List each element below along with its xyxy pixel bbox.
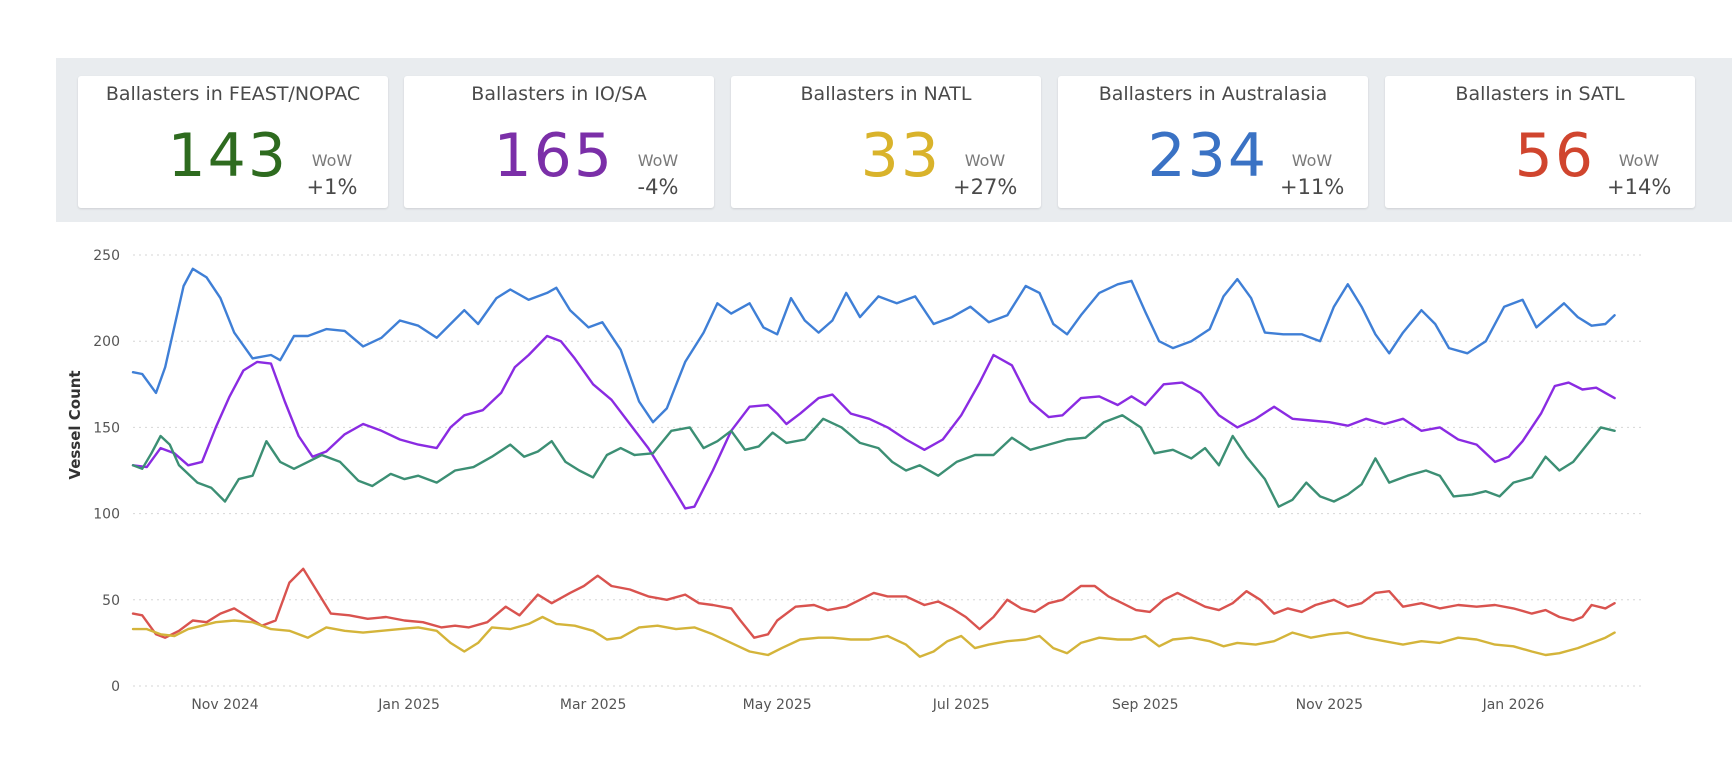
kpi-title: Ballasters in NATL xyxy=(800,83,972,105)
kpi-title: Ballasters in FEAST/NOPAC xyxy=(105,83,361,105)
x-tick-label: Sep 2025 xyxy=(1112,697,1178,713)
series-line-australasia[interactable] xyxy=(131,267,1616,424)
y-axis-ticks: 0 50 100 150 200 250 xyxy=(93,248,120,695)
kpi-value: 56 xyxy=(1514,121,1595,191)
kpi-value: 234 xyxy=(1147,121,1268,191)
y-axis-label: Vessel Count xyxy=(66,370,84,479)
y-tick-label: 100 xyxy=(93,507,120,523)
y-tick-label: 200 xyxy=(93,334,120,350)
x-tick-label: Nov 2024 xyxy=(191,697,258,713)
wow-label: WoW xyxy=(311,151,353,170)
kpi-value: 143 xyxy=(167,121,288,191)
kpi-title: Ballasters in Australasia xyxy=(1098,83,1328,105)
x-tick-label: Jul 2025 xyxy=(932,697,990,713)
kpi-title: Ballasters in SATL xyxy=(1455,83,1625,105)
wow-label: WoW xyxy=(1291,151,1333,170)
wow-label: WoW xyxy=(1618,151,1660,170)
wow-change: +1% xyxy=(306,175,358,199)
series-line-io-sa[interactable] xyxy=(131,334,1616,510)
kpi-card-satl[interactable]: Ballasters in SATL 56 WoW +14% xyxy=(1385,76,1695,208)
kpi-title: Ballasters in IO/SA xyxy=(471,83,647,105)
y-tick-label: 0 xyxy=(111,679,120,695)
series-line-feast-nopac[interactable] xyxy=(131,414,1616,508)
x-tick-label: Mar 2025 xyxy=(560,697,627,713)
gridlines xyxy=(133,254,1645,687)
kpi-card-australasia[interactable]: Ballasters in Australasia 234 WoW +11% xyxy=(1058,76,1368,208)
series-line-natl[interactable] xyxy=(131,615,1616,658)
y-tick-label: 250 xyxy=(93,248,120,264)
x-tick-label: May 2025 xyxy=(743,697,812,713)
x-tick-label: Jan 2025 xyxy=(377,697,440,713)
kpi-strip: Ballasters in FEAST/NOPAC 143 WoW +1% Ba… xyxy=(56,58,1732,222)
y-tick-label: 50 xyxy=(102,593,120,609)
wow-change: +11% xyxy=(1280,175,1345,199)
kpi-card-io-sa[interactable]: Ballasters in IO/SA 165 WoW -4% xyxy=(404,76,714,208)
wow-label: WoW xyxy=(637,151,679,170)
kpi-value: 33 xyxy=(860,121,941,191)
wow-change: +27% xyxy=(953,175,1018,199)
series-line-satl[interactable] xyxy=(131,567,1616,639)
y-tick-label: 150 xyxy=(93,420,120,436)
wow-label: WoW xyxy=(964,151,1006,170)
x-tick-label: Jan 2026 xyxy=(1482,697,1545,713)
kpi-card-feast-nopac[interactable]: Ballasters in FEAST/NOPAC 143 WoW +1% xyxy=(78,76,388,208)
kpi-card-natl[interactable]: Ballasters in NATL 33 WoW +27% xyxy=(731,76,1041,208)
x-tick-label: Nov 2025 xyxy=(1296,697,1363,713)
series-lines[interactable] xyxy=(131,267,1616,658)
kpi-value: 165 xyxy=(493,121,614,191)
x-axis-ticks: Nov 2024 Jan 2025 Mar 2025 May 2025 Jul 2025… xyxy=(191,697,1544,713)
wow-change: +14% xyxy=(1607,175,1672,199)
wow-change: -4% xyxy=(637,175,679,199)
